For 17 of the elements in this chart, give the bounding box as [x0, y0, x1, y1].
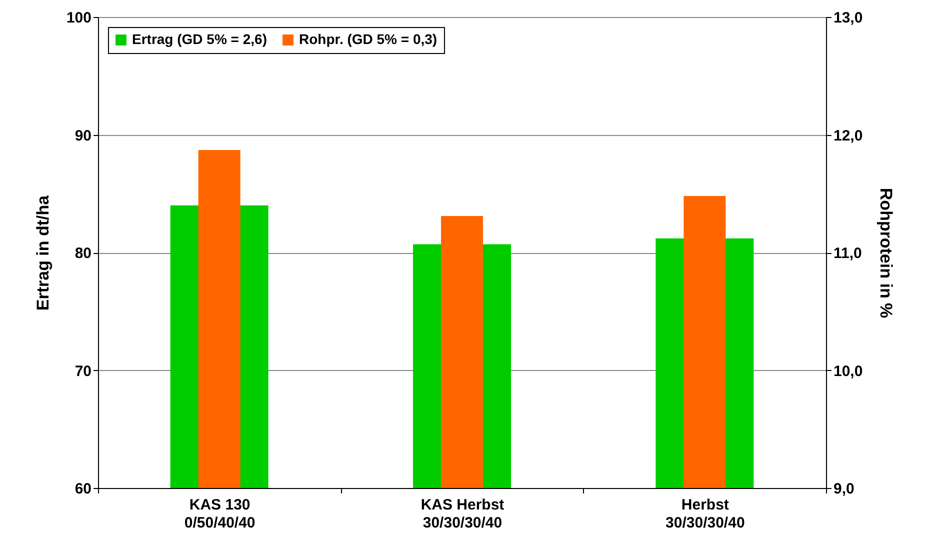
- y2-tick-label: 12,0: [834, 127, 863, 144]
- x-tick-label: KAS 130 0/50/40/40: [184, 496, 256, 532]
- legend-label: Rohpr. (GD 5% = 0,3): [299, 31, 438, 47]
- y-tick-label: 60: [74, 480, 92, 498]
- y2-tick-label: 9,0: [834, 480, 854, 498]
- y-tick-label: 80: [74, 245, 92, 262]
- y2-tick-label: 13,0: [834, 10, 863, 26]
- x-tick-label: KAS Herbst 30/30/30/40: [420, 496, 504, 532]
- y2-tick-label: 10,0: [834, 362, 863, 380]
- y2-axis-title: Rohprotein in %: [876, 188, 896, 318]
- y-tick-label: 90: [74, 127, 92, 144]
- x-tick-label: Herbst 30/30/30/40: [666, 496, 745, 532]
- y-tick-label: 70: [74, 362, 92, 380]
- y-axis-title: Ertrag in dt/ha: [33, 194, 52, 311]
- y2-tick-label: 11,0: [834, 245, 862, 262]
- legend-label: Ertrag (GD 5% = 2,6): [132, 31, 267, 47]
- y-tick-label: 100: [66, 10, 92, 26]
